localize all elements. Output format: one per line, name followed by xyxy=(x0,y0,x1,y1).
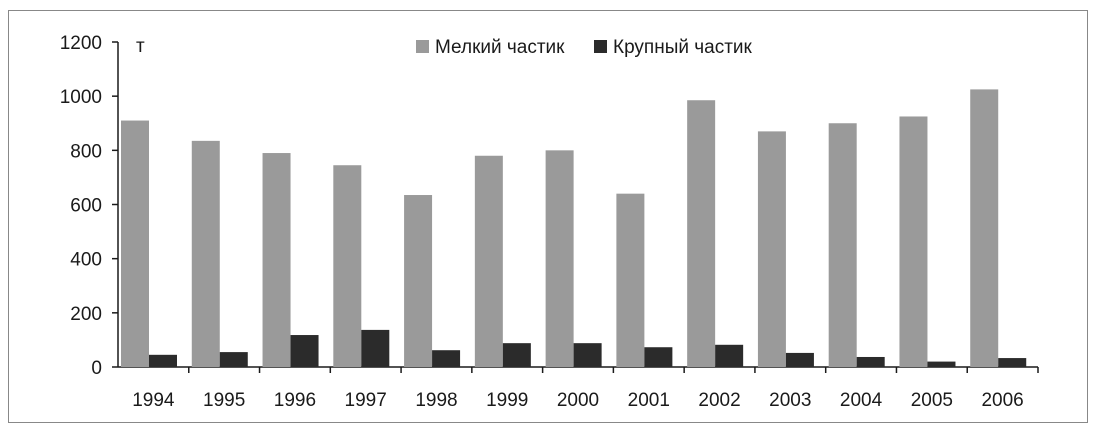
y-tick-label: 600 xyxy=(70,196,102,217)
bar-small-2001 xyxy=(616,193,645,367)
bar-small-1994 xyxy=(121,120,149,368)
chart-bars xyxy=(121,89,1027,368)
x-tick-label: 2006 xyxy=(981,390,1023,411)
bar-large-2000 xyxy=(573,343,602,367)
bar-small-2002 xyxy=(687,100,716,368)
bar-large-1994 xyxy=(149,354,177,367)
bar-large-2003 xyxy=(785,352,814,367)
bar-small-2005 xyxy=(899,116,928,368)
bar-large-2002 xyxy=(715,344,744,367)
bar-small-2000 xyxy=(545,150,574,367)
bar-large-1995 xyxy=(219,352,248,367)
bar-small-2006 xyxy=(970,89,999,367)
chart-legend: Мелкий частик Крупный частик xyxy=(416,37,753,58)
y-tick-label: 1200 xyxy=(60,33,102,54)
x-tick-label: 1997 xyxy=(345,390,387,411)
bar-large-2005 xyxy=(927,361,956,367)
y-unit-label: т xyxy=(136,36,145,57)
x-tick-label: 2003 xyxy=(769,390,811,411)
x-tick-label: 2000 xyxy=(557,390,599,411)
bar-small-2003 xyxy=(757,131,786,367)
bar-large-1999 xyxy=(502,343,531,367)
bar-large-1997 xyxy=(361,329,390,367)
bar-small-2004 xyxy=(828,123,857,367)
x-tick-label: 2001 xyxy=(628,390,670,411)
bar-large-2004 xyxy=(856,356,885,367)
bar-small-1999 xyxy=(474,155,503,367)
legend-swatch xyxy=(594,40,607,53)
legend-swatch xyxy=(416,40,429,53)
x-tick-label: 1995 xyxy=(203,390,245,411)
y-tick-label: 1000 xyxy=(60,87,102,108)
x-tick-label: 1998 xyxy=(415,390,457,411)
y-tick-label: 800 xyxy=(70,141,102,162)
chart-labels: 0 200 400 600 800 1000 1200 т 1994 1995 1996 1997 19… xyxy=(60,33,1024,411)
legend-label: Крупный частик xyxy=(613,37,753,58)
x-tick-label: 1999 xyxy=(486,390,528,411)
bar-small-1997 xyxy=(333,165,362,367)
bar-large-2001 xyxy=(644,347,673,367)
bar-large-1996 xyxy=(290,335,319,367)
chart-axes xyxy=(112,41,1039,373)
bar-large-1998 xyxy=(432,350,461,367)
x-tick-label: 2005 xyxy=(911,390,953,411)
x-tick-label: 1994 xyxy=(132,390,175,411)
y-tick-label: 200 xyxy=(70,304,102,325)
legend-label: Мелкий частик xyxy=(435,37,565,58)
x-tick-label: 2004 xyxy=(840,390,883,411)
bar-small-1995 xyxy=(191,140,220,367)
bar-large-2006 xyxy=(998,358,1027,367)
x-tick-label: 2002 xyxy=(698,390,740,411)
bar-small-1996 xyxy=(262,153,291,367)
y-tick-label: 400 xyxy=(70,250,102,271)
bar-small-1998 xyxy=(404,195,433,367)
x-tick-label: 1996 xyxy=(274,390,316,411)
y-tick-label: 0 xyxy=(91,358,102,379)
